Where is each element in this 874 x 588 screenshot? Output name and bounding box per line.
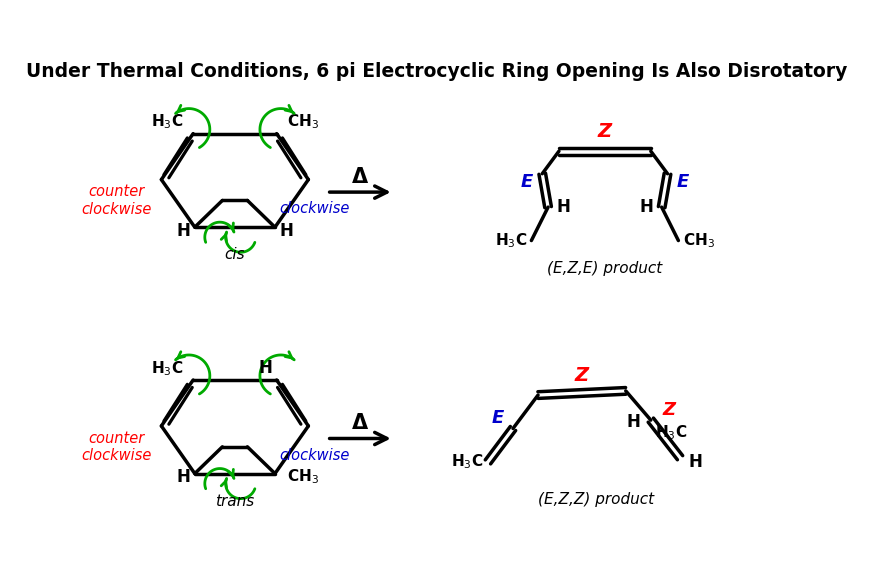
Text: H: H — [640, 198, 654, 216]
Text: H$_3$C: H$_3$C — [452, 453, 484, 471]
Text: Δ: Δ — [352, 413, 368, 433]
Text: H$_3$C: H$_3$C — [495, 231, 527, 250]
Text: clockwise: clockwise — [279, 447, 350, 463]
Text: H: H — [557, 198, 571, 216]
Text: H: H — [177, 222, 190, 239]
Text: H: H — [177, 468, 190, 486]
Text: H$_3$C: H$_3$C — [150, 112, 183, 131]
Text: counter
clockwise: counter clockwise — [81, 184, 151, 216]
Text: H: H — [280, 222, 294, 239]
Text: Z: Z — [662, 401, 676, 419]
Text: E: E — [521, 173, 533, 191]
Text: trans: trans — [215, 494, 254, 509]
Text: H: H — [689, 453, 703, 471]
Text: H: H — [627, 413, 641, 431]
Text: Δ: Δ — [352, 167, 368, 187]
Text: (E,Z,Z) product: (E,Z,Z) product — [538, 492, 655, 507]
Text: clockwise: clockwise — [279, 201, 350, 216]
Text: H: H — [259, 359, 273, 377]
Text: CH$_3$: CH$_3$ — [287, 467, 319, 486]
Text: H$_3$C: H$_3$C — [655, 423, 687, 442]
Text: (E,Z,E) product: (E,Z,E) product — [547, 260, 662, 276]
Text: H$_3$C: H$_3$C — [150, 359, 183, 377]
Text: CH$_3$: CH$_3$ — [287, 112, 319, 131]
Text: E: E — [492, 409, 504, 427]
Text: cis: cis — [225, 247, 246, 262]
Text: Under Thermal Conditions, 6 pi Electrocyclic Ring Opening Is Also Disrotatory: Under Thermal Conditions, 6 pi Electrocy… — [26, 62, 848, 81]
Text: Z: Z — [574, 366, 588, 385]
Text: Z: Z — [598, 122, 612, 142]
Text: counter
clockwise: counter clockwise — [81, 430, 151, 463]
Text: CH$_3$: CH$_3$ — [683, 231, 715, 250]
Text: E: E — [676, 173, 689, 191]
